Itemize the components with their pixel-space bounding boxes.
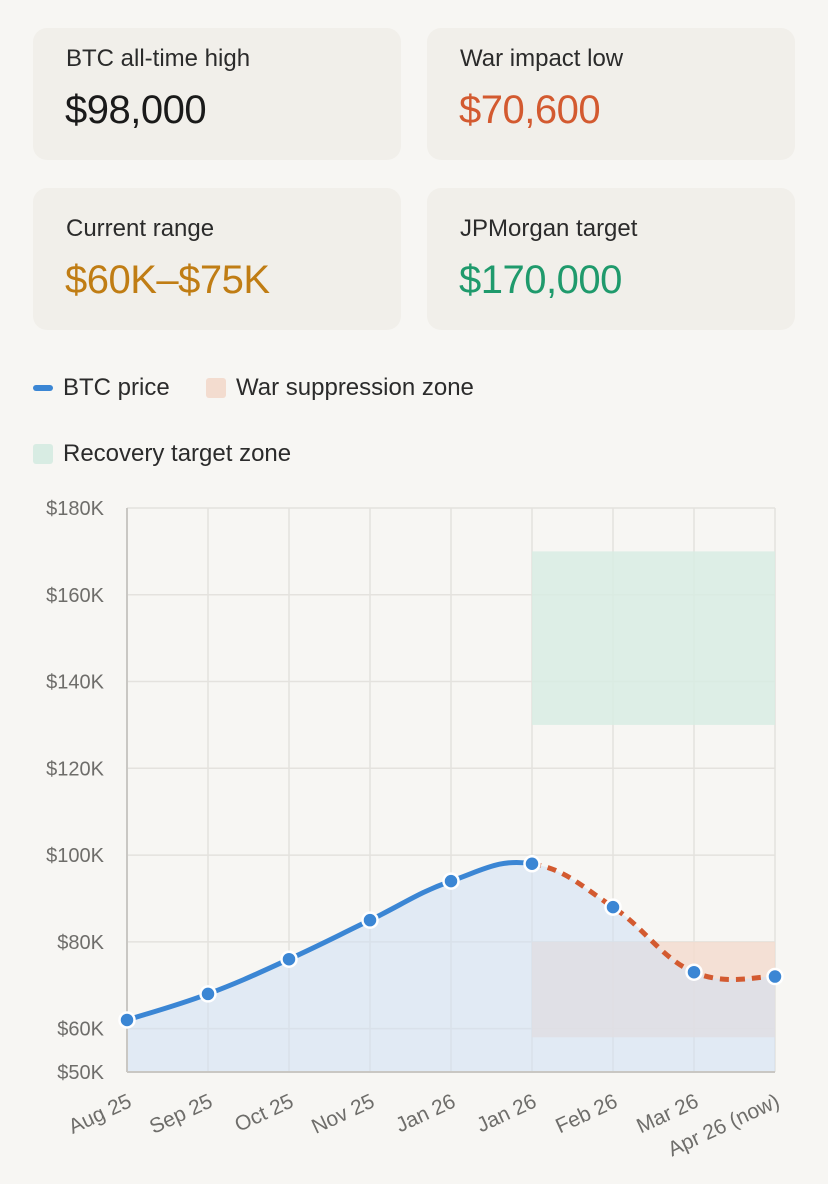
x-tick-label: Oct 25 xyxy=(231,1090,297,1137)
legend-btc-price[interactable]: BTC price xyxy=(33,374,170,402)
x-tick-label: Sep 25 xyxy=(146,1090,216,1139)
y-tick-label: $160K xyxy=(46,585,104,607)
data-point xyxy=(523,855,541,873)
x-tick-label: Nov 25 xyxy=(308,1090,378,1139)
x-tick-label: Jan 26 xyxy=(392,1090,459,1137)
stat-label: BTC all-time high xyxy=(66,45,251,72)
y-tick-label: $100K xyxy=(46,845,104,867)
data-point xyxy=(766,967,784,986)
btc-war-line xyxy=(531,861,776,982)
legend-label: Recovery target zone xyxy=(63,440,292,467)
legend-recovery-zone[interactable]: Recovery target zone xyxy=(33,440,291,468)
data-point xyxy=(604,898,622,916)
y-tick-label: $60K xyxy=(57,1019,104,1041)
stat-card-current-range: Current range $60K–$75K xyxy=(33,188,401,330)
y-tick-label: $50K xyxy=(57,1062,104,1084)
btc-price-line xyxy=(124,859,535,1023)
stat-value: $170,000 xyxy=(459,258,622,302)
data-point xyxy=(442,872,460,890)
legend-label: War suppression zone xyxy=(236,374,474,401)
x-tick-label: Jan 26 xyxy=(473,1090,540,1137)
stat-label: JPMorgan target xyxy=(460,215,638,242)
stat-value: $98,000 xyxy=(65,88,207,132)
data-point xyxy=(118,1011,136,1029)
data-point xyxy=(199,985,217,1003)
stat-card-ath: BTC all-time high $98,000 xyxy=(33,28,401,160)
data-point xyxy=(361,911,379,929)
stat-value: $70,600 xyxy=(459,88,601,132)
y-tick-label: $80K xyxy=(57,932,104,954)
legend-line-swatch xyxy=(33,385,53,391)
data-point xyxy=(685,963,703,981)
stat-card-jpm-target: JPMorgan target $170,000 xyxy=(427,188,795,330)
stat-label: Current range xyxy=(66,215,215,242)
price-area xyxy=(127,862,775,1072)
stat-label: War impact low xyxy=(460,45,624,72)
y-tick-label: $180K xyxy=(46,498,104,520)
btc-price-chart: $50K $60K $80K $100K $120K $140K $160K $180K Aug… xyxy=(46,498,784,1161)
x-tick-label: Feb 26 xyxy=(552,1090,621,1138)
y-tick-label: $140K xyxy=(46,672,104,694)
x-tick-label: Aug 25 xyxy=(65,1090,135,1139)
legend-war-zone[interactable]: War suppression zone xyxy=(206,374,474,402)
legend-label: BTC price xyxy=(63,374,170,401)
legend-box-swatch xyxy=(33,444,53,464)
data-point xyxy=(280,950,298,968)
stat-card-war-low: War impact low $70,600 xyxy=(427,28,795,160)
recovery-target-zone xyxy=(532,551,775,725)
y-tick-label: $120K xyxy=(46,758,104,780)
legend-box-swatch xyxy=(206,378,226,398)
stat-value: $60K–$75K xyxy=(65,258,270,302)
